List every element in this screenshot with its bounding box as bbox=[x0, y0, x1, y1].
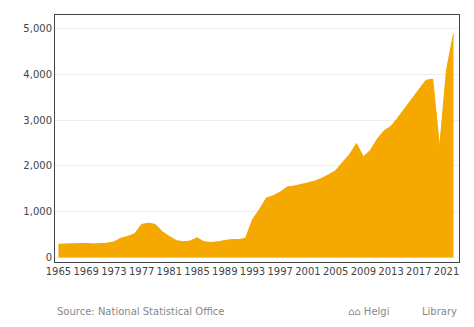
svg-text:⌂⌂ Helgi: ⌂⌂ Helgi bbox=[348, 306, 389, 317]
svg-text:Source: National Statistical O: Source: National Statistical Office bbox=[57, 306, 225, 317]
svg-text:3,000: 3,000 bbox=[23, 115, 52, 126]
svg-text:2001: 2001 bbox=[295, 266, 320, 277]
svg-text:1,000: 1,000 bbox=[23, 206, 52, 217]
svg-text:2009: 2009 bbox=[351, 266, 376, 277]
svg-text:5,000: 5,000 bbox=[23, 23, 52, 34]
svg-text:2017: 2017 bbox=[406, 266, 431, 277]
svg-text:1989: 1989 bbox=[212, 266, 237, 277]
svg-text:4,000: 4,000 bbox=[23, 69, 52, 80]
svg-text:1965: 1965 bbox=[46, 266, 71, 277]
svg-text:2,000: 2,000 bbox=[23, 160, 52, 171]
svg-text:1969: 1969 bbox=[73, 266, 98, 277]
svg-text:1973: 1973 bbox=[101, 266, 126, 277]
svg-text:1993: 1993 bbox=[240, 266, 265, 277]
svg-text:0: 0 bbox=[46, 252, 52, 263]
svg-text:1981: 1981 bbox=[157, 266, 182, 277]
svg-text:2005: 2005 bbox=[323, 266, 348, 277]
svg-text:Library: Library bbox=[422, 306, 457, 317]
svg-text:2013: 2013 bbox=[378, 266, 403, 277]
svg-text:1977: 1977 bbox=[129, 266, 154, 277]
svg-text:2021: 2021 bbox=[434, 266, 459, 277]
svg-text:1997: 1997 bbox=[267, 266, 292, 277]
svg-text:1985: 1985 bbox=[184, 266, 209, 277]
